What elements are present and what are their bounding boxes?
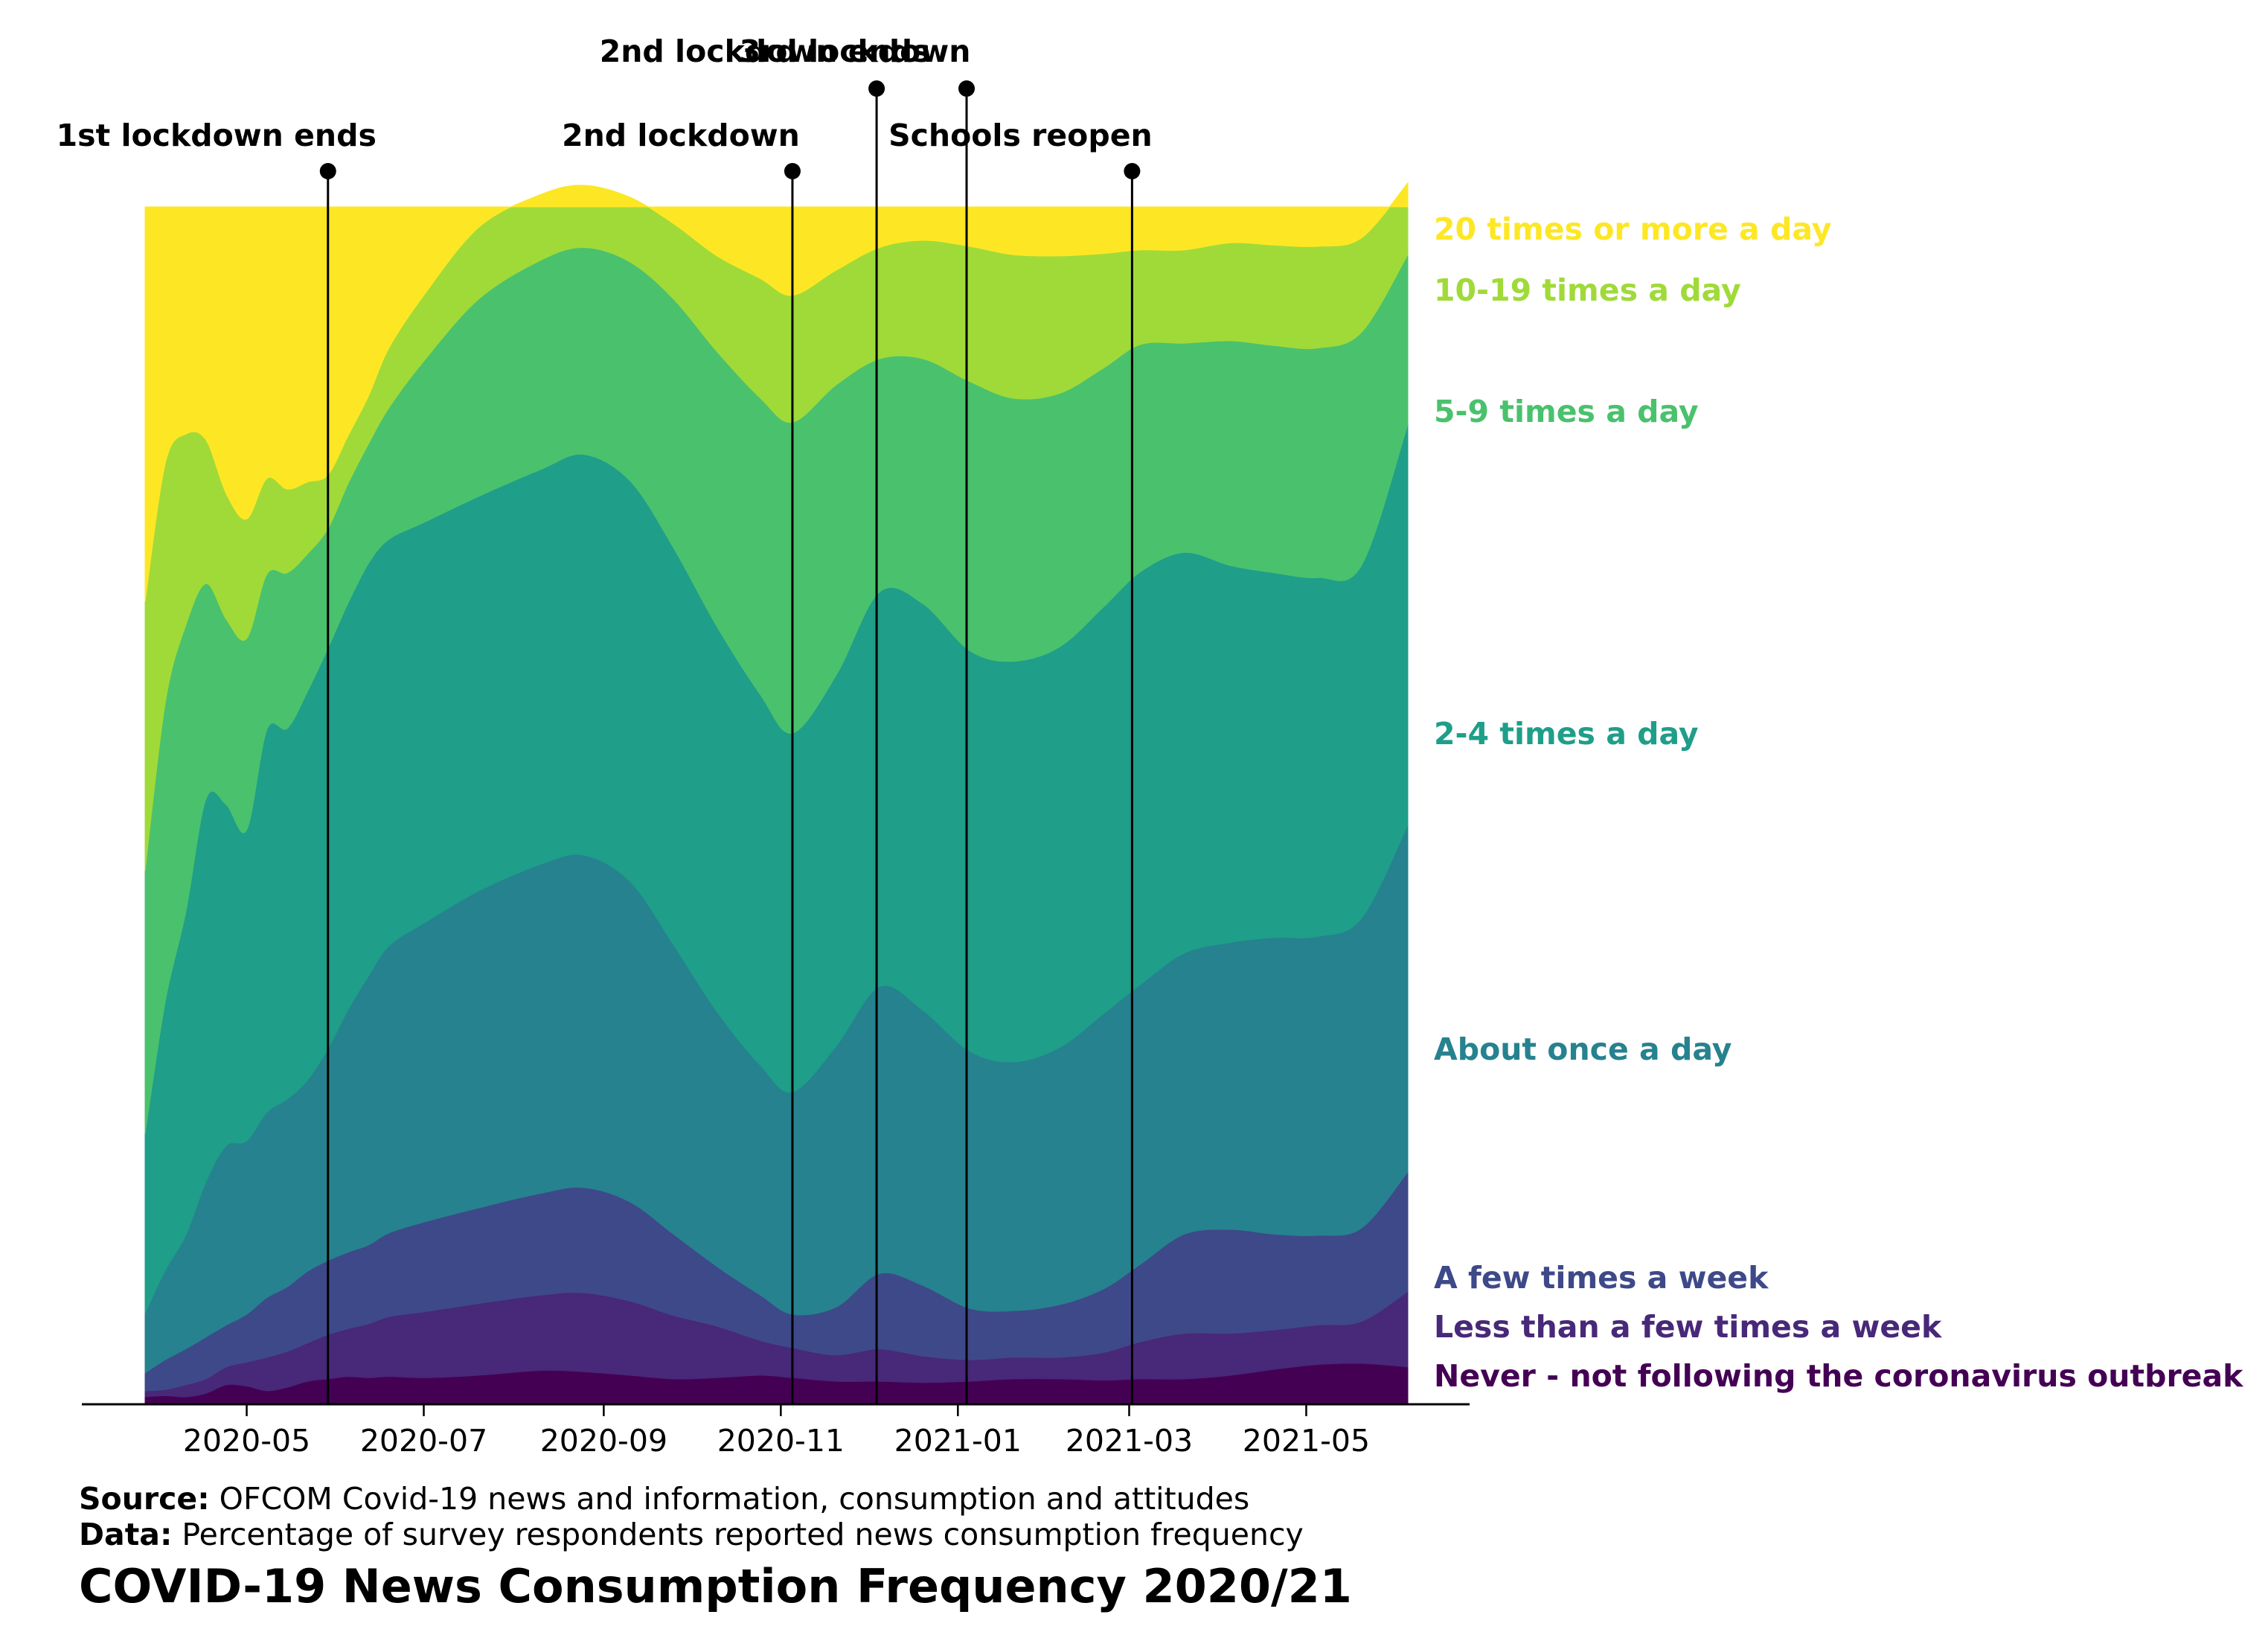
legend-label-about-once-a-day: About once a day	[1434, 1031, 1732, 1067]
x-tick-label-2020-05: 2020-05	[183, 1423, 310, 1459]
event-markers: 1st lockdown ends 2nd lockdown 2nd lockdow…	[57, 33, 1153, 1404]
source-line: Source: OFCOM Covid-19 news and informat…	[79, 1481, 1249, 1517]
event-dot-3rd-lockdown	[958, 80, 976, 97]
legend-label-10-19-times-a-day: 10-19 times a day	[1434, 272, 1741, 308]
event-label-2nd-lockdown-ends: 2nd lockdown ends	[600, 33, 931, 69]
chart-title: COVID-19 News Consumption Frequency 2020…	[79, 1559, 1352, 1613]
event-label-1st-lockdown-ends: 1st lockdown ends	[57, 118, 377, 153]
event-label-2nd-lockdown: 2nd lockdown	[562, 118, 800, 153]
x-tick-label-2021-05: 2021-05	[1243, 1423, 1370, 1459]
data-label: Data:	[79, 1517, 173, 1552]
legend-label-never-not-following-the-coronavirus-outbreak: Never - not following the coronavirus ou…	[1434, 1358, 2244, 1394]
x-tick-label-2020-07: 2020-07	[360, 1423, 487, 1459]
source-label: Source:	[79, 1481, 210, 1517]
event-dot-schools-reopen	[1124, 163, 1141, 179]
data-line: Data: Percentage of survey respondents r…	[79, 1517, 1304, 1552]
legend-label-a-few-times-a-week: A few times a week	[1434, 1260, 1769, 1296]
event-dot-1st-lockdown-ends	[319, 163, 336, 179]
stream-layer-20-times-or-more-a-day	[144, 182, 1409, 602]
stream-layers	[144, 182, 1409, 1404]
source-text: OFCOM Covid-19 news and information, con…	[219, 1481, 1250, 1517]
legend-label-2-4-times-a-day: 2-4 times a day	[1434, 716, 1699, 752]
event-dot-2nd-lockdown	[784, 163, 801, 179]
series-legend: Never - not following the coronavirus ou…	[1434, 211, 2244, 1394]
x-tick-label-2021-01: 2021-01	[894, 1423, 1022, 1459]
x-axis: 2020-05 2020-07 2020-09 2020-11 2021-01 2021-…	[82, 1403, 1470, 1459]
legend-label-5-9-times-a-day: 5-9 times a day	[1434, 394, 1699, 429]
event-dot-2nd-lockdown-ends	[868, 80, 885, 97]
x-tick-label-2021-03: 2021-03	[1066, 1423, 1193, 1459]
x-tick-label-2020-11: 2020-11	[717, 1423, 845, 1459]
legend-label-less-than-a-few-times-a-week: Less than a few times a week	[1434, 1309, 1943, 1345]
data-text: Percentage of survey respondents reporte…	[182, 1517, 1304, 1552]
event-label-3rd-lockdown: 3rd lockdown	[740, 33, 971, 69]
event-label-schools-reopen: Schools reopen	[888, 118, 1153, 153]
legend-label-20-times-or-more-a-day: 20 times or more a day	[1434, 211, 1831, 247]
x-tick-label-2020-09: 2020-09	[540, 1423, 667, 1459]
